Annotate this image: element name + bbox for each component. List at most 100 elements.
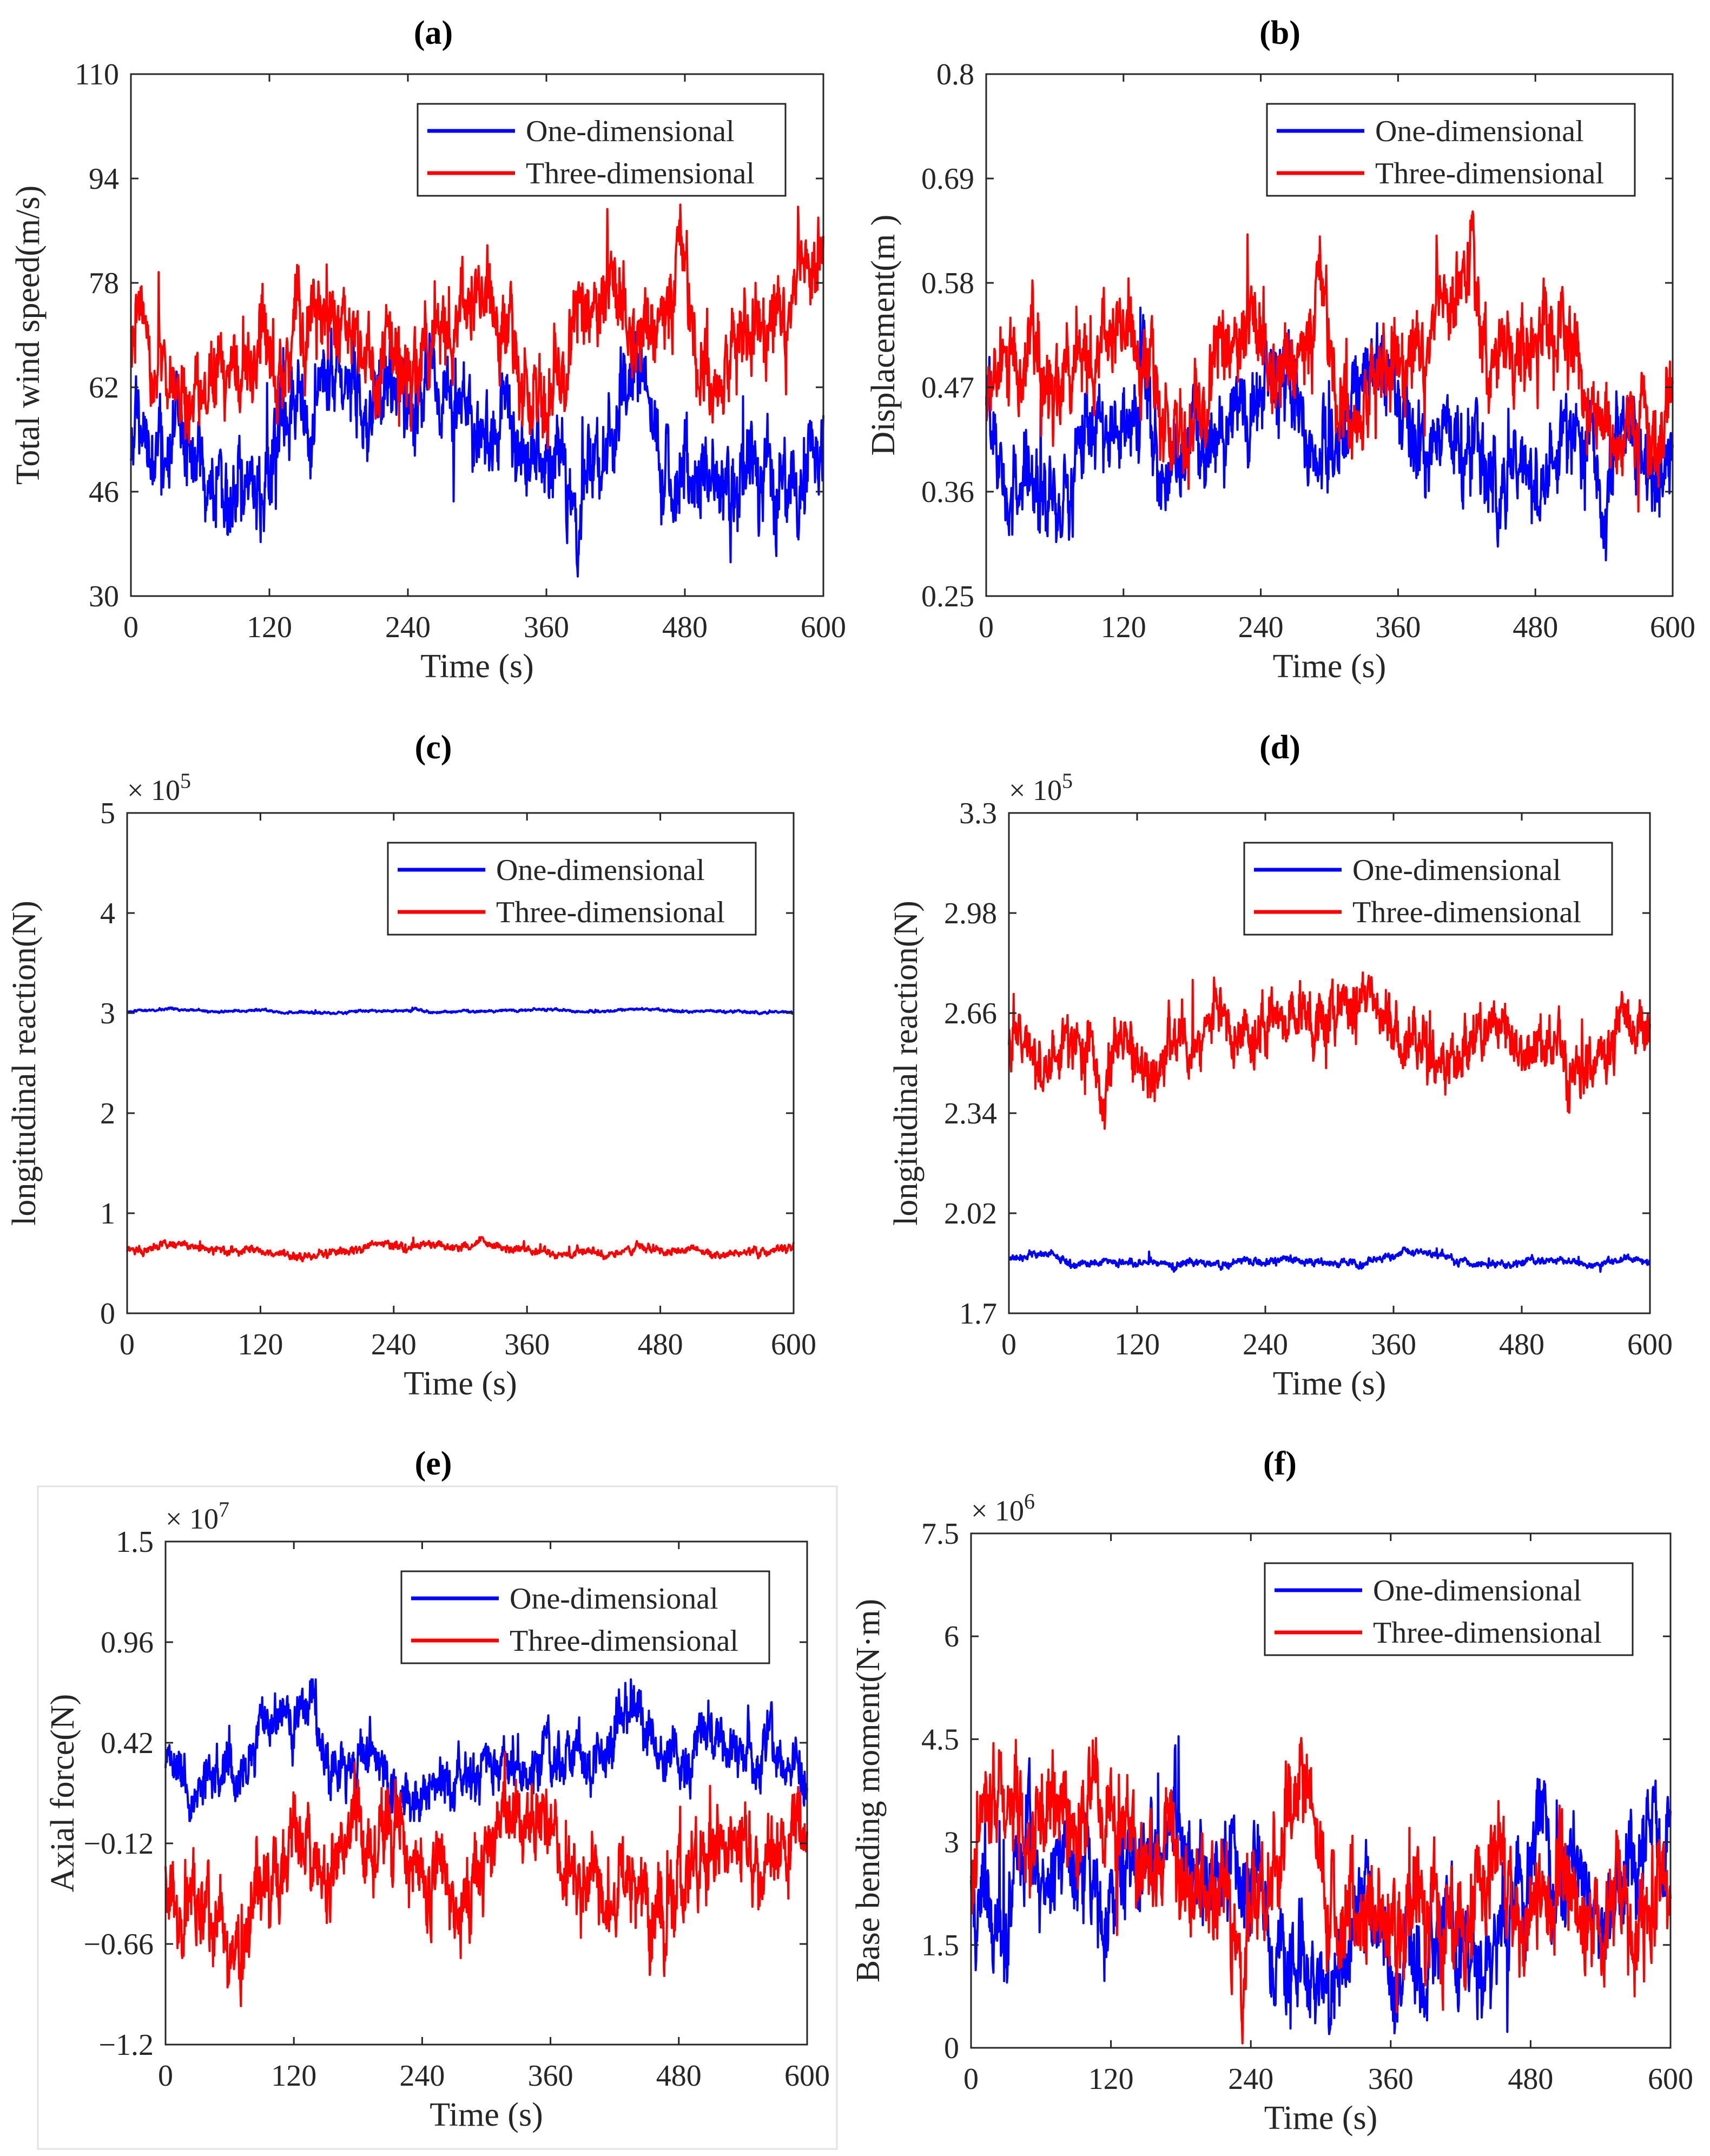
y-tick-label: −0.12 [83,1827,154,1861]
y-tick-label: 0 [100,1297,115,1331]
x-tick-label: 360 [524,611,569,644]
x-tick-label: 600 [1627,1328,1673,1361]
y-tick-label: 4.5 [921,1723,959,1756]
y-axis-label: Displacement(m ) [865,215,902,456]
y-tick-label: 78 [89,267,119,300]
x-tick-label: 240 [1238,611,1284,644]
x-tick-label: 240 [399,2059,445,2093]
panel-e-frame [37,1485,838,2150]
y-tick-label: 0 [944,2032,959,2065]
x-axis-label: Time (s) [1264,2100,1378,2137]
panel-label: (b) [1259,15,1300,51]
legend-label: One-dimensional [510,1582,718,1616]
chart-a: (a) 0 120 240 360 480 600 30 46 62 78 94 110 Time (s)… [10,15,846,685]
panel-label: (c) [415,729,452,766]
series-line-three-dimensional [985,210,1674,513]
legend-label: One-dimensional [1373,1574,1582,1608]
y-tick-label: 3.3 [959,797,997,830]
series-line-three-dimensional [126,1236,795,1262]
y-tick-label: −0.66 [83,1928,154,1961]
axes-box [164,1540,808,2046]
y-tick-label: 0.36 [921,475,974,509]
legend-label: One-dimensional [1375,115,1584,148]
x-axis-label: Time (s) [404,1365,517,1402]
panel-label: (a) [414,15,453,51]
x-axis-label: Time (s) [430,2097,543,2133]
x-tick-label: 600 [801,611,846,644]
panel-label: (f) [1263,1445,1297,1482]
panel-label: (e) [415,1445,452,1482]
legend-box [1243,842,1613,936]
legend-box [400,1570,770,1664]
axes-box [130,73,824,597]
legend-label: Three-dimensional [510,1624,738,1658]
x-tick-label: 0 [1001,1328,1016,1361]
x-tick-label: 120 [1101,611,1146,644]
y-tick-label: 2.34 [944,1097,997,1130]
y-tick-label: 62 [89,371,119,405]
y-tick-label: 3 [944,1826,959,1860]
x-tick-label: 480 [1508,2062,1553,2096]
x-tick-label: 480 [662,611,708,644]
x-axis-label: Time (s) [420,648,534,685]
y-tick-label: 1.5 [921,1929,959,1962]
x-tick-label: 480 [656,2059,702,2093]
legend-box [1266,103,1636,197]
exponent-power: 7 [219,1497,229,1522]
legend-box [417,103,787,197]
x-tick-label: 360 [1368,2062,1414,2096]
y-tick-label: 94 [89,162,119,196]
series-line-three-dimensional [164,1751,808,2007]
x-axis-label: Time (s) [1273,1365,1387,1402]
chart-e: (e) 0 120 240 360 480 600 −1.2 −0.66 −0.12 0.42 0.9… [44,1445,830,2133]
axes-box [985,73,1674,597]
x-tick-label: 600 [1648,2062,1693,2096]
y-tick-label: 1.7 [959,1297,997,1331]
y-tick-label: 0.8 [936,58,974,91]
series-line-one-dimensional [126,1006,795,1016]
y-tick-label: 5 [100,797,115,830]
y-axis-label: Axial force(N) [44,1694,81,1893]
y-tick-label: 0.96 [101,1626,154,1659]
y-tick-label: 1 [100,1197,115,1231]
x-tick-label: 0 [158,2059,173,2093]
y-tick-label: 2.02 [944,1197,997,1231]
y-tick-label: 110 [75,58,119,91]
y-tick-label: −1.2 [98,2028,154,2062]
series-line-three-dimensional [970,1737,1672,2045]
x-tick-label: 240 [1243,1328,1288,1361]
chart-b: (b) 0 120 240 360 480 600 0.25 0.36 0.47 0.58 0.69 0… [865,15,1695,685]
y-tick-label: 0.58 [921,267,974,300]
x-tick-label: 600 [1650,611,1695,644]
legend-label: One-dimensional [1352,854,1561,887]
x-axis-label: Time (s) [1273,648,1387,685]
x-tick-label: 480 [1513,611,1558,644]
x-tick-label: 0 [963,2062,979,2096]
chart-d: (d) 0 120 240 360 480 600 1.7 2.02 2.34 2.66 2.98 3.… [888,729,1673,1402]
legend-label: Three-dimensional [1352,896,1581,929]
legend-label: One-dimensional [526,115,735,148]
panel-label: (d) [1259,729,1300,766]
x-tick-label: 0 [979,611,994,644]
y-axis-label: longitudinal reaction(N) [6,901,43,1226]
y-tick-label: 30 [89,580,119,613]
y-tick-label: 7.5 [921,1517,959,1551]
exponent-power: 5 [180,769,191,793]
x-tick-label: 360 [1371,1328,1416,1361]
x-tick-label: 120 [1114,1328,1160,1361]
legend-label: Three-dimensional [496,896,725,929]
y-tick-label: 2.66 [944,997,997,1030]
y-tick-label: 0.69 [921,162,974,196]
legend-label: Three-dimensional [1375,157,1604,190]
legend-box [1264,1562,1634,1656]
x-tick-label: 0 [123,611,138,644]
x-tick-label: 0 [120,1328,135,1361]
series-line-one-dimensional [164,1678,808,1822]
y-tick-label: 2.98 [944,897,997,930]
axes-box [1008,812,1651,1314]
axes-box [970,1532,1672,2049]
legend-box [387,842,757,936]
